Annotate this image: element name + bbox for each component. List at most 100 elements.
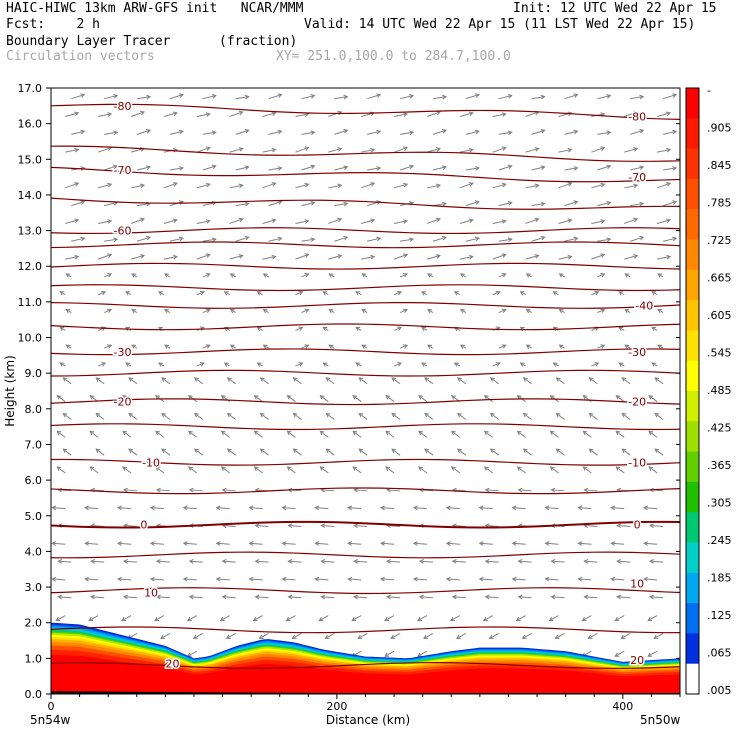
circulation-vector-head	[421, 326, 426, 332]
circulation-vector	[326, 448, 335, 456]
circulation-vector-head	[649, 594, 654, 600]
circulation-vector-head	[522, 448, 528, 454]
circulation-vector	[424, 413, 434, 420]
circulation-vector-head	[107, 182, 113, 188]
circulation-vector-head	[657, 344, 663, 349]
circulation-vector	[492, 183, 506, 189]
circulation-vector	[432, 166, 447, 171]
circulation-vector	[122, 430, 132, 438]
circulation-vector-head	[657, 273, 663, 278]
circulation-vector	[498, 95, 512, 100]
colorbar-label: .545	[707, 347, 732, 360]
colorbar-swatch	[686, 542, 699, 574]
circulation-vector	[479, 507, 493, 510]
colorbar-swatch	[686, 239, 699, 271]
circulation-vector-head	[304, 182, 310, 188]
circulation-vector-head	[567, 218, 573, 224]
circulation-vector	[202, 309, 211, 314]
circulation-vector	[98, 113, 112, 118]
circulation-vector	[564, 167, 578, 171]
colorbar-swatch	[686, 481, 699, 513]
circulation-vector	[288, 596, 302, 599]
circulation-vector	[518, 596, 532, 599]
circulation-vector	[361, 149, 375, 153]
circulation-vector	[450, 615, 461, 622]
circulation-vector	[591, 362, 599, 367]
circulation-vector-head	[618, 291, 624, 296]
circulation-vector-head	[648, 430, 654, 436]
circulation-vector-head	[511, 505, 517, 511]
circulation-vector-head	[403, 146, 409, 151]
circulation-vector	[268, 201, 282, 207]
circulation-vector-head	[322, 291, 328, 296]
circulation-vector-head	[633, 147, 639, 152]
circulation-vector	[334, 96, 348, 100]
circulation-vector-head	[226, 448, 232, 454]
isotherm-label: 20	[630, 654, 644, 667]
circulation-vector	[413, 507, 428, 510]
circulation-vector	[169, 130, 184, 135]
circulation-vector-head	[155, 395, 160, 400]
circulation-vector-head	[164, 309, 169, 314]
circulation-vector-head	[549, 395, 555, 400]
circulation-vector-head	[125, 326, 131, 332]
circulation-vector	[95, 413, 105, 420]
colorbar-swatch	[686, 148, 699, 180]
y-axis-label: Height (km)	[3, 355, 17, 426]
circulation-vector	[452, 524, 466, 527]
circulation-vector-head	[418, 430, 424, 436]
circulation-vector-head	[298, 290, 304, 296]
isotherm-line	[51, 103, 680, 120]
circulation-vector-head	[540, 128, 546, 134]
circulation-vector	[393, 220, 408, 224]
circulation-vector-head	[385, 395, 391, 400]
circulation-vector-head	[55, 616, 61, 622]
circulation-vector-head	[468, 147, 474, 153]
circulation-vector-head	[522, 412, 528, 418]
circulation-vector	[584, 524, 598, 527]
circulation-vector-head	[474, 166, 480, 171]
circulation-vector-head	[182, 576, 188, 582]
circulation-vector	[617, 524, 631, 527]
circulation-vector-head	[409, 94, 415, 99]
circulation-vector	[196, 113, 210, 118]
circulation-vector	[589, 377, 598, 385]
colorbar-swatch	[686, 391, 699, 422]
circulation-vector	[381, 507, 395, 510]
circulation-vector	[621, 377, 631, 385]
circulation-vector-head	[229, 273, 235, 278]
circulation-vector-head	[380, 505, 385, 511]
circulation-vector	[187, 650, 198, 657]
isotherm-line	[51, 551, 680, 559]
circulation-vector-head	[522, 377, 528, 382]
circulation-vector-head	[600, 273, 606, 278]
circulation-vector-head	[57, 559, 63, 564]
circulation-vector-head	[122, 430, 128, 436]
circulation-vector	[387, 560, 401, 563]
circulation-vector	[446, 507, 460, 510]
circulation-vector	[391, 377, 401, 385]
y-tick-label: 12.0	[18, 260, 43, 273]
circulation-vector	[525, 148, 539, 153]
colorbar-swatch	[686, 88, 699, 119]
circulation-vector	[418, 430, 428, 438]
circulation-vector	[226, 632, 236, 639]
circulation-vector-head	[468, 111, 474, 117]
circulation-vector-head	[281, 505, 287, 511]
circulation-vector-head	[221, 559, 227, 564]
circulation-vector	[293, 448, 302, 456]
circulation-vector	[459, 256, 473, 260]
circulation-vector-head	[421, 291, 426, 296]
circulation-vector	[484, 395, 494, 403]
circulation-vector-head	[84, 541, 90, 546]
circulation-vector-head	[238, 147, 244, 152]
circulation-vector	[558, 219, 572, 224]
circulation-vector-head	[80, 129, 86, 135]
circulation-vector-head	[256, 326, 262, 332]
circulation-vector	[393, 147, 408, 153]
circulation-vector-head	[304, 253, 310, 258]
circulation-vector-head	[474, 236, 480, 242]
circulation-vector-head	[654, 412, 660, 418]
circulation-vector-head	[552, 362, 558, 367]
circulation-vector	[97, 362, 106, 367]
